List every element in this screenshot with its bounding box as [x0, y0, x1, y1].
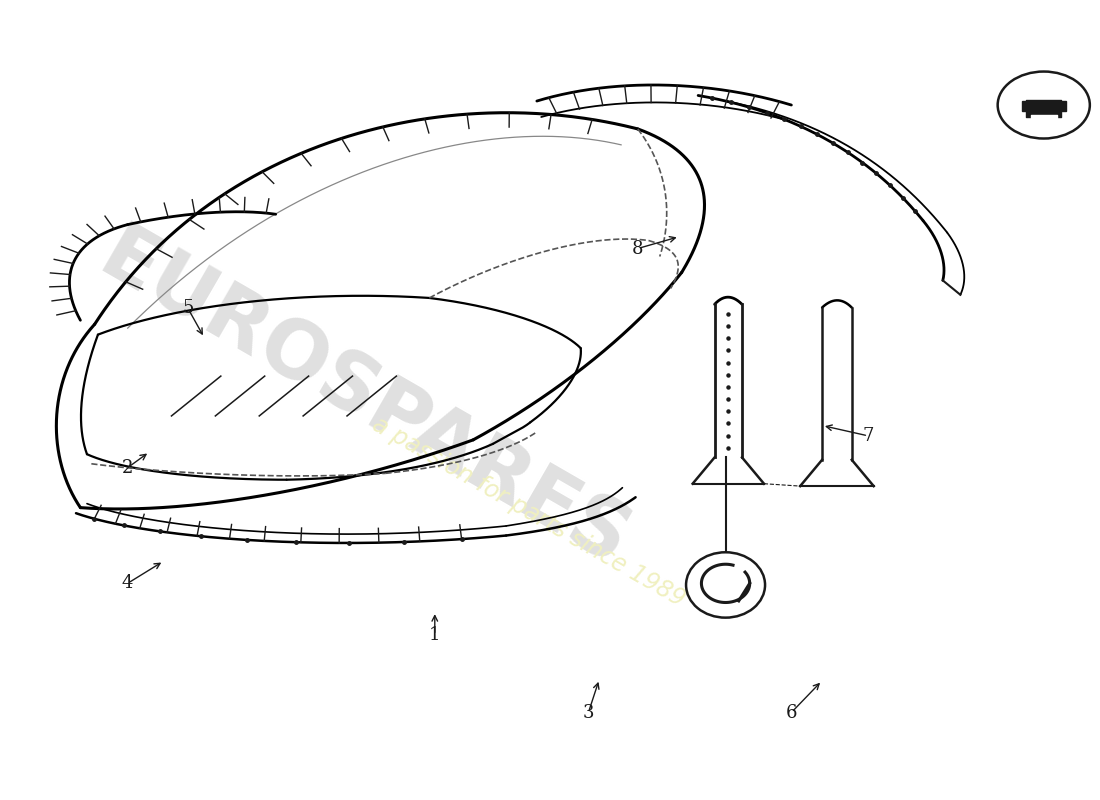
Text: 4: 4 — [122, 574, 133, 592]
Text: 8: 8 — [632, 239, 644, 258]
Text: 6: 6 — [785, 703, 798, 722]
Text: EUROSPARES: EUROSPARES — [85, 217, 641, 583]
Text: 3: 3 — [583, 703, 594, 722]
Text: a passion for parts since 1989: a passion for parts since 1989 — [367, 412, 689, 611]
Text: 5: 5 — [183, 299, 194, 318]
Circle shape — [998, 71, 1090, 138]
Text: 1: 1 — [429, 626, 440, 644]
Text: 7: 7 — [862, 427, 873, 445]
Polygon shape — [1022, 101, 1066, 111]
Ellipse shape — [686, 552, 766, 618]
Text: 2: 2 — [122, 458, 133, 477]
